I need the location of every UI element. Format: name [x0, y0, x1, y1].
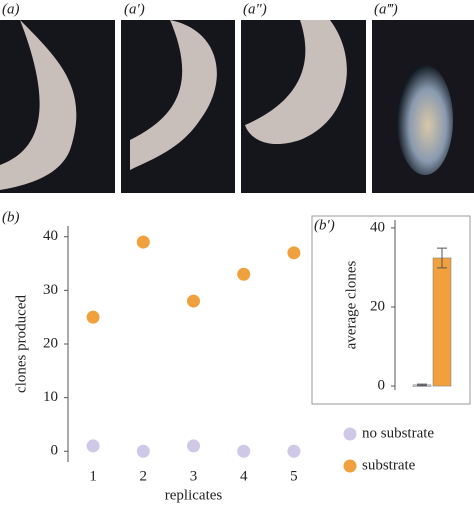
point [237, 444, 251, 458]
y-tick-label: 30 [43, 282, 58, 298]
panel-label: (b) [2, 209, 20, 225]
panel-label: (a″) [243, 1, 267, 17]
legend-marker [343, 459, 357, 473]
point [86, 310, 100, 324]
x-axis-label: replicates [165, 487, 223, 503]
panel-label: (a‴) [374, 1, 398, 17]
error-bar [437, 247, 447, 269]
y-tick-label: 10 [43, 389, 58, 405]
bar [432, 257, 452, 387]
y-tick-label: 0 [51, 443, 59, 459]
y-tick-label: 20 [43, 335, 58, 351]
y-axis-label: average clones [343, 260, 359, 349]
legend-label: substrate [362, 457, 416, 473]
error-bar [417, 383, 427, 387]
photos [0, 20, 474, 193]
panel-label: (b′) [314, 217, 335, 233]
x-tick-label: 5 [290, 468, 298, 484]
y-tick-label: 40 [370, 219, 385, 235]
point [287, 444, 301, 458]
point [86, 439, 100, 453]
panel-label: (a) [2, 1, 20, 17]
x-tick-label: 3 [190, 468, 198, 484]
inset-frame [311, 215, 471, 405]
photo-subject [397, 65, 453, 175]
x-tick-label: 2 [140, 468, 148, 484]
legend-label: no substrate [362, 425, 434, 441]
point [287, 246, 301, 260]
y-tick-label: 0 [378, 377, 386, 393]
x-tick-label: 4 [240, 468, 248, 484]
panel-label: (a′) [124, 1, 145, 17]
photo-subject [245, 20, 347, 145]
x-tick-label: 1 [89, 468, 97, 484]
y-axis-label: clones produced [13, 295, 29, 393]
point [187, 439, 200, 453]
point [136, 235, 150, 249]
point [187, 294, 200, 308]
photo-subject [130, 20, 217, 170]
point [237, 267, 251, 281]
photo-subject [0, 20, 77, 190]
y-tick-label: 40 [43, 228, 58, 244]
y-tick-label: 20 [370, 298, 385, 314]
point [136, 444, 150, 458]
legend-marker [343, 427, 357, 441]
